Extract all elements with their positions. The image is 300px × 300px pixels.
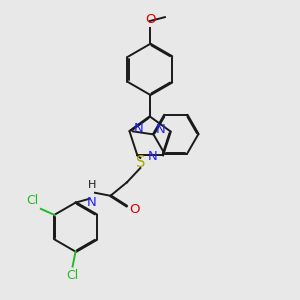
Text: H: H	[88, 180, 96, 190]
Text: Cl: Cl	[66, 269, 79, 282]
Text: N: N	[148, 150, 158, 163]
Text: Cl: Cl	[26, 194, 38, 207]
Text: N: N	[155, 123, 165, 136]
Text: S: S	[136, 155, 145, 170]
Text: O: O	[145, 13, 155, 26]
Text: N: N	[134, 122, 143, 135]
Text: N: N	[87, 196, 97, 209]
Text: O: O	[129, 203, 140, 216]
